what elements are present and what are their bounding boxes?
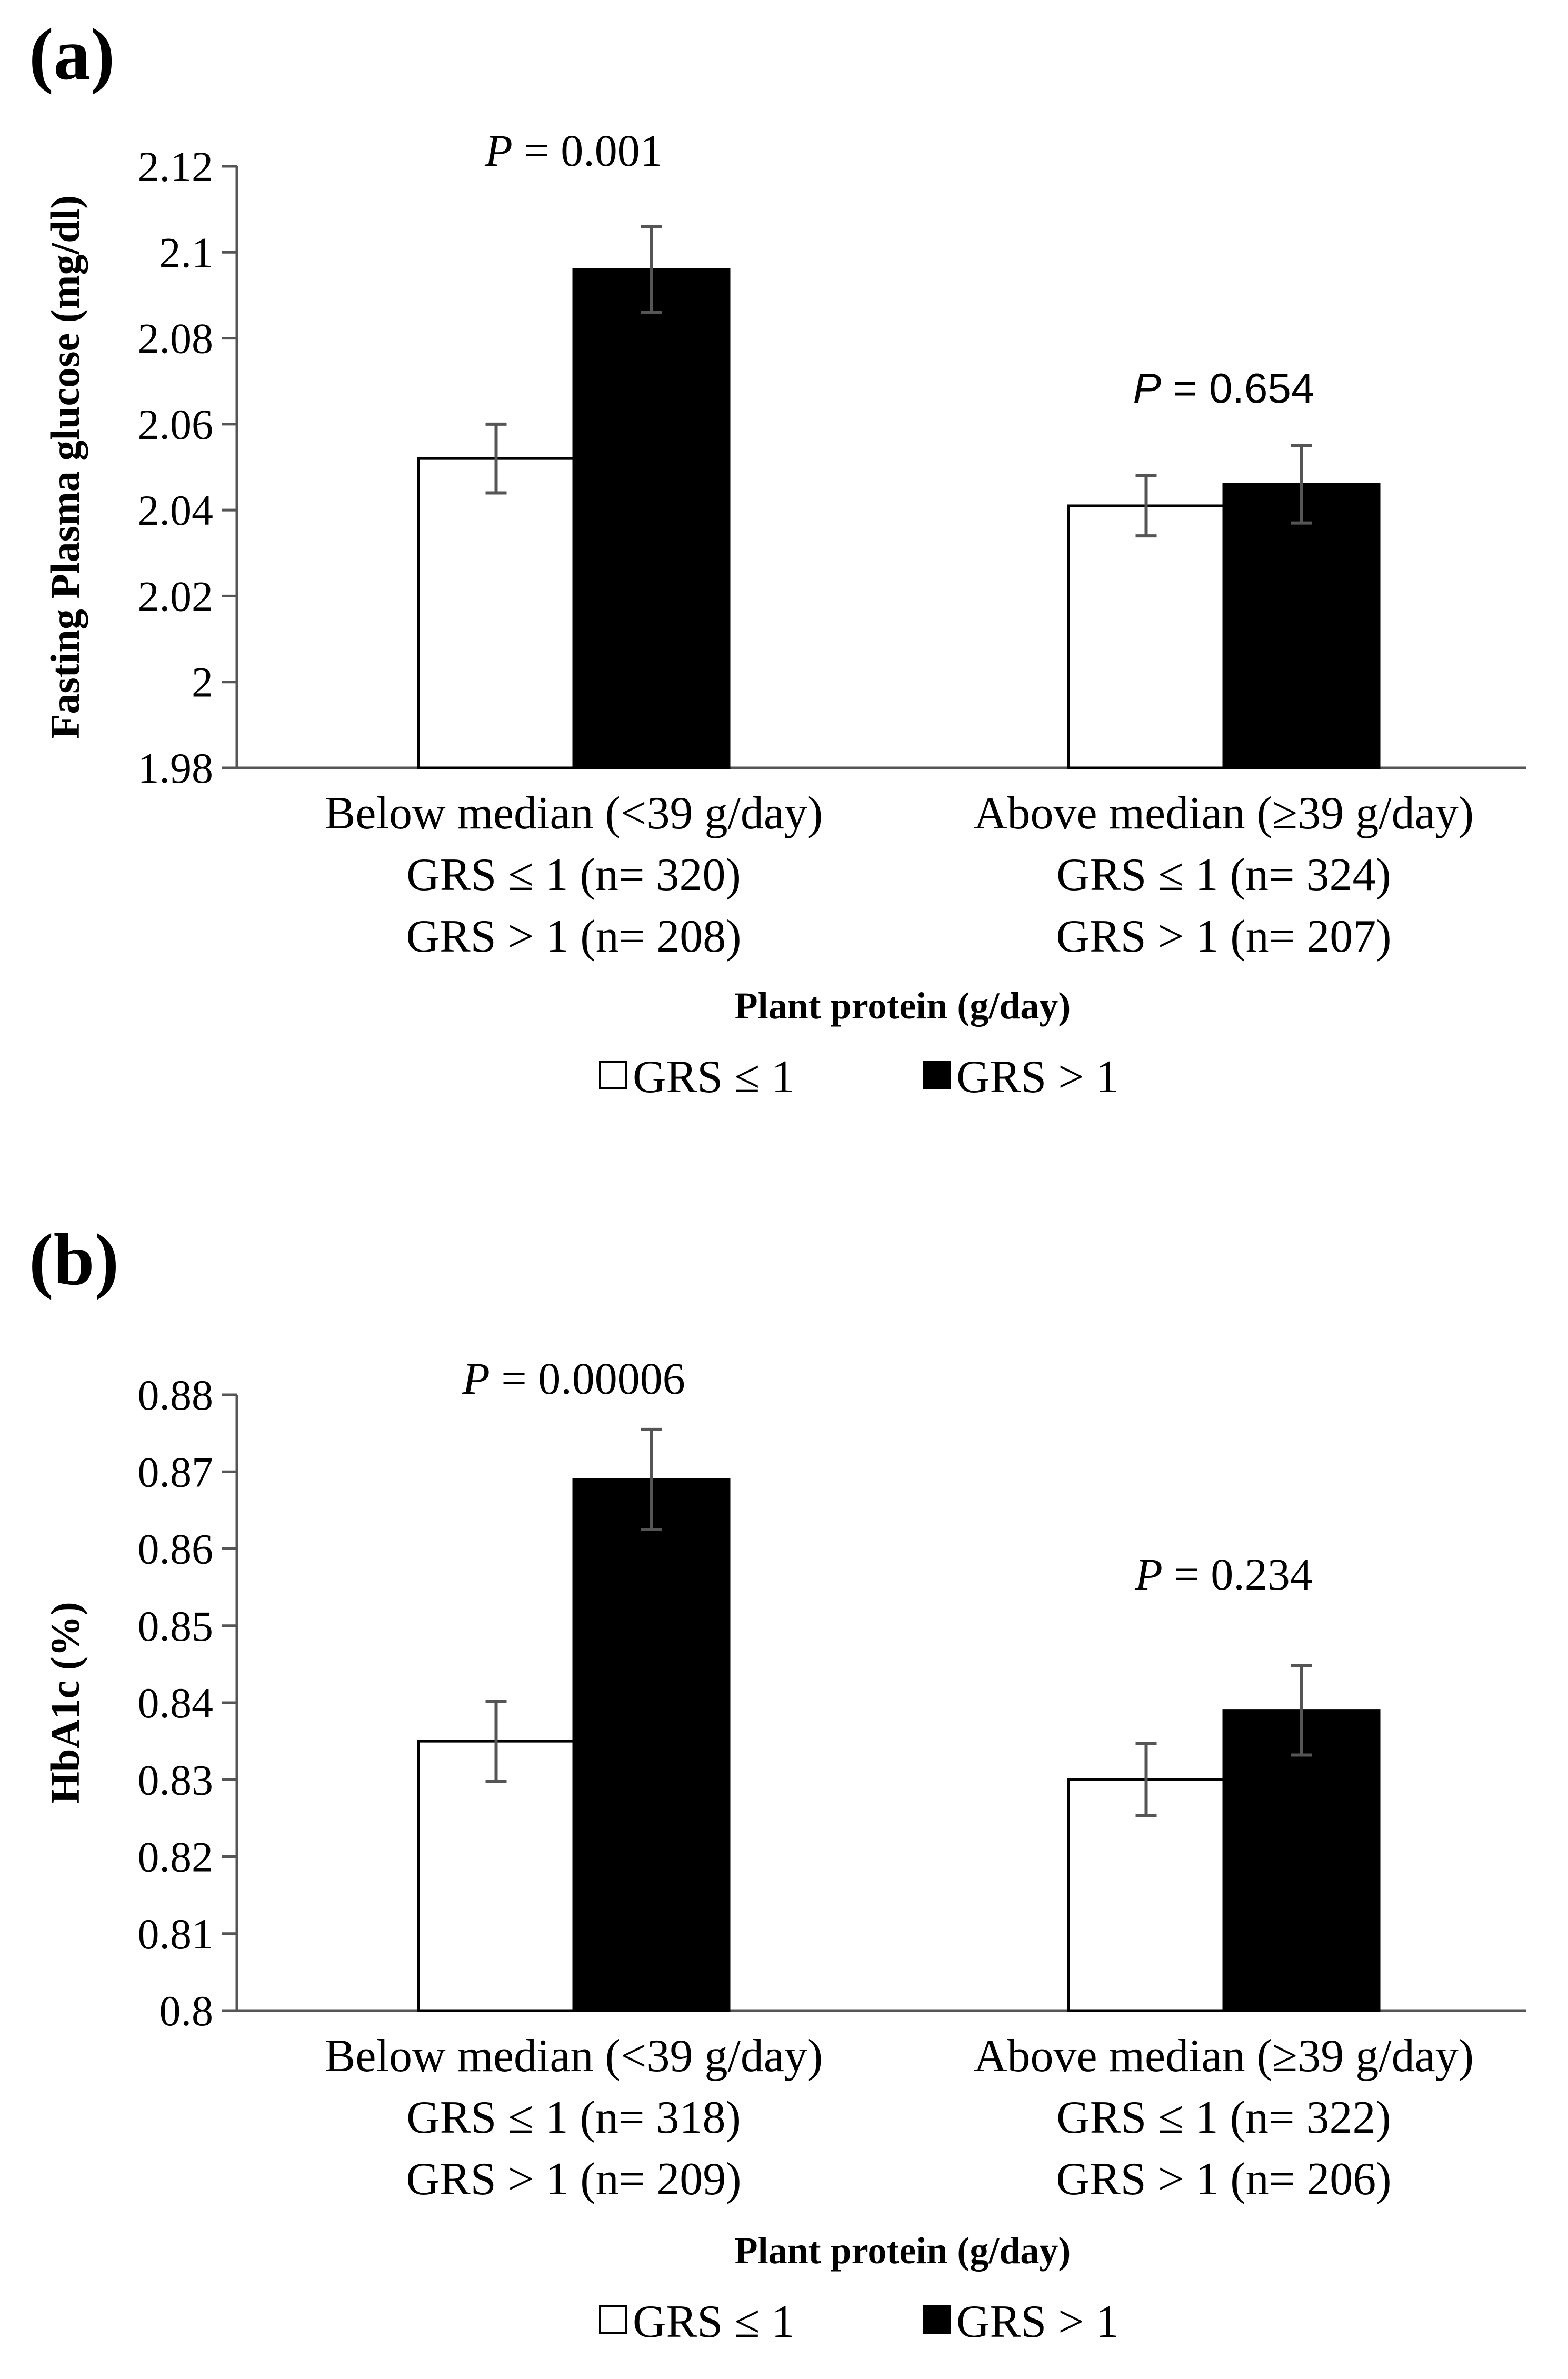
y-tick-label: 0.83: [138, 1756, 214, 1804]
category-label-line: Below median (<39 g/day): [325, 2031, 823, 2082]
category-label-line: GRS ≤ 1 (n= 318): [406, 2092, 741, 2143]
y-tick-label: 1.98: [138, 744, 214, 792]
category-label-line: GRS > 1 (n= 208): [406, 911, 741, 962]
legend-swatch: [923, 2305, 951, 2334]
x-axis-label: Plant protein (g/day): [735, 2230, 1071, 2272]
y-tick-label: 0.8: [159, 1987, 214, 2035]
p-value-annotation: P = 0.001: [484, 125, 663, 176]
y-tick-label: 0.82: [138, 1833, 214, 1881]
category-label-line: GRS ≤ 1 (n= 324): [1056, 849, 1391, 901]
p-value-annotation: P = 0.654: [1133, 365, 1315, 412]
y-tick-label: 0.87: [138, 1448, 214, 1496]
legend-label: GRS ≤ 1: [633, 1052, 794, 1103]
category-label-line: Above median (≥39 g/day): [974, 788, 1474, 839]
y-axis-label: HbA1c (%): [42, 1602, 88, 1803]
y-tick-label: 0.86: [138, 1525, 214, 1573]
y-tick-label: 2.02: [138, 572, 214, 620]
bar-grs-le-1: [1067, 504, 1225, 769]
category-label-line: GRS > 1 (n= 209): [406, 2154, 741, 2205]
p-value-annotation: P = 0.234: [1134, 1549, 1313, 1600]
bar-grs-gt-1: [572, 268, 731, 769]
y-tick-label: 2.06: [138, 401, 214, 448]
x-axis-label: Plant protein (g/day): [735, 985, 1071, 1027]
legend-label: GRS > 1: [956, 1052, 1119, 1103]
y-tick-label: 2: [192, 658, 213, 706]
y-tick-label: 0.88: [138, 1371, 214, 1419]
y-axis-label: Fasting Plasma glucose (mg/dl): [42, 195, 88, 739]
category-label-line: Above median (≥39 g/day): [974, 2031, 1474, 2082]
y-tick-label: 0.81: [138, 1910, 214, 1958]
panel-label: (b): [29, 1219, 119, 1301]
legend-label: GRS ≤ 1: [633, 2296, 794, 2347]
legend-swatch: [599, 1061, 627, 1089]
legend-swatch: [599, 2305, 627, 2334]
bar-grs-gt-1: [1222, 483, 1381, 769]
y-tick-label: 0.85: [138, 1602, 214, 1650]
y-tick-label: 2.04: [138, 486, 214, 534]
category-label-line: GRS ≤ 1 (n= 322): [1056, 2092, 1391, 2143]
category-label-line: GRS > 1 (n= 207): [1056, 911, 1391, 962]
bar-grs-gt-1: [572, 1478, 731, 2012]
bar-grs-le-1: [1067, 1778, 1225, 2012]
panel-b: (b) HbA1c (%) 0.8 0.81 0.82 0.83 0.84 0.85 0.86 0…: [29, 1219, 1526, 2347]
panel-label: (a): [29, 14, 115, 95]
category-label-line: GRS ≤ 1 (n= 320): [406, 849, 741, 901]
panel-a: (a) Fasting Plasma glucose (mg/dl) 1.98 2 2.…: [29, 14, 1526, 1103]
y-tick-label: 2.12: [138, 143, 214, 191]
y-tick-label: 2.08: [138, 315, 214, 363]
p-value-annotation: P = 0.00006: [462, 1353, 685, 1404]
bar-grs-gt-1: [1222, 1709, 1381, 2012]
legend-swatch: [923, 1061, 951, 1089]
bar-grs-le-1: [417, 457, 575, 769]
legend-label: GRS > 1: [956, 2296, 1119, 2347]
y-tick-label: 2.1: [159, 228, 214, 276]
category-label-line: Below median (<39 g/day): [325, 788, 823, 839]
y-tick-label: 0.84: [138, 1679, 214, 1727]
category-label-line: GRS > 1 (n= 206): [1056, 2154, 1391, 2205]
